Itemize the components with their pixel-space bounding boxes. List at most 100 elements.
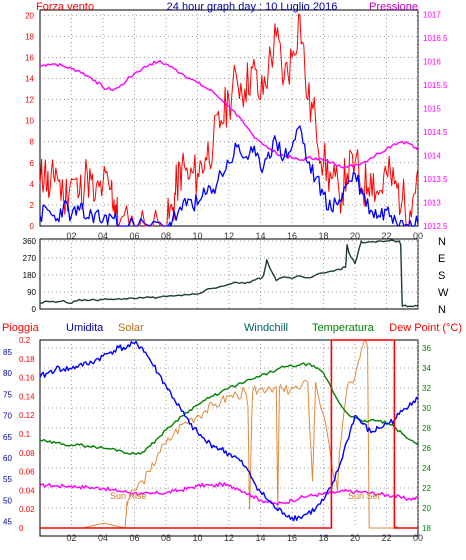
- y-tick-label: 1015: [423, 105, 441, 114]
- y-tick-label: 0: [19, 524, 24, 533]
- x-tick-label: 06: [129, 533, 139, 543]
- y-tick-label: 1013: [423, 199, 441, 208]
- dewpoint-label: Dew Point (°C): [389, 322, 462, 334]
- pioggia-label: Pioggia: [2, 322, 40, 334]
- y-tick-label: 36: [422, 344, 431, 353]
- compass-letter: N: [438, 236, 446, 248]
- y-tick-label: 0: [30, 222, 35, 231]
- y-tick-label: 4: [30, 180, 35, 189]
- y-tick-label: 12: [25, 96, 34, 105]
- direction-ticks: 0 90 180 270 360: [23, 237, 37, 314]
- y-tick-label: 0.12: [19, 411, 35, 420]
- y-tick-label: 6: [30, 159, 35, 168]
- x-tick-label: 14: [255, 533, 265, 543]
- sunset-label: Sun Set: [348, 491, 381, 501]
- x-tick-label: 00: [413, 533, 423, 543]
- dewpoint-line: [39, 481, 419, 506]
- x-tick-label: 08: [161, 231, 171, 241]
- y-tick-label: 90: [27, 288, 36, 297]
- y-tick-label: 1016.5: [423, 34, 448, 43]
- climate-ticks: 45 50 55 60 65 70 75 80 85 0 0.02 0.04 0.06 0.08 0.1 0.…: [3, 336, 431, 543]
- y-tick-label: 65: [3, 433, 12, 442]
- sunrise-label: Sun Rise: [110, 491, 147, 501]
- y-tick-label: 180: [23, 271, 37, 280]
- y-tick-label: 0.14: [19, 392, 35, 401]
- y-tick-label: 14: [25, 74, 34, 83]
- y-tick-label: 0.18: [19, 355, 35, 364]
- y-tick-label: 0.2: [19, 336, 31, 345]
- x-tick-label: 12: [224, 533, 234, 543]
- y-tick-label: 80: [3, 369, 12, 378]
- y-tick-label: 16: [25, 53, 34, 62]
- y-tick-label: 50: [3, 496, 12, 505]
- y-tick-label: 45: [3, 518, 12, 527]
- y-tick-label: 0.06: [19, 468, 35, 477]
- x-tick-label: 10: [192, 231, 202, 241]
- direction-series: [39, 239, 419, 308]
- y-tick-label: 75: [3, 390, 12, 399]
- climate-panel: [39, 339, 419, 537]
- y-tick-label: 20: [25, 11, 34, 20]
- y-tick-label: 1016: [423, 58, 441, 67]
- y-tick-label: 8: [30, 138, 35, 147]
- y-tick-label: 1015.5: [423, 81, 448, 90]
- x-tick-label: 16: [287, 533, 297, 543]
- solar-line: [40, 339, 418, 529]
- wind-series: [39, 13, 419, 227]
- pressure-line: [39, 60, 419, 169]
- temperatura-label: Temperatura: [312, 322, 375, 334]
- x-tick-label: 18: [318, 533, 328, 543]
- y-tick-label: 270: [23, 254, 37, 263]
- pressure-label: Pressione: [369, 1, 418, 13]
- x-tick-label: 10: [192, 533, 202, 543]
- x-tick-label: 22: [381, 231, 391, 241]
- y-tick-label: 1012.5: [423, 222, 448, 231]
- y-tick-label: 0.02: [19, 505, 35, 514]
- y-tick-label: 10: [25, 117, 34, 126]
- x-tick-label: 04: [98, 231, 108, 241]
- wind-speed-line: [39, 13, 419, 227]
- x-tick-label: 06: [129, 231, 139, 241]
- x-tick-label: 12: [224, 231, 234, 241]
- wind-label: Forza vento: [36, 1, 94, 13]
- graph-title: 24 hour graph day : 10 Luglio 2016: [167, 1, 338, 13]
- x-tick-label: 22: [381, 533, 391, 543]
- humidity-line: [39, 340, 419, 522]
- y-tick-label: 1017: [423, 11, 441, 20]
- y-tick-label: 2: [30, 201, 35, 210]
- climate-series: [39, 339, 419, 529]
- y-tick-label: 0.1: [19, 430, 31, 439]
- y-tick-label: 55: [3, 475, 12, 484]
- x-tick-label: 00: [413, 231, 423, 241]
- climate-grid: [40, 340, 419, 528]
- y-tick-label: 1014: [423, 152, 441, 161]
- y-tick-label: 60: [3, 454, 12, 463]
- y-tick-label: 28: [422, 424, 431, 433]
- compass-letter: W: [438, 287, 449, 299]
- wind-grid: [40, 10, 419, 226]
- solar-label: Solar: [118, 322, 144, 334]
- x-tick-label: 20: [350, 231, 360, 241]
- y-tick-label: 70: [3, 412, 12, 421]
- y-tick-label: 0.04: [19, 486, 35, 495]
- y-tick-label: 360: [23, 237, 37, 246]
- compass-letter: S: [438, 270, 445, 282]
- x-tick-label: 14: [255, 231, 265, 241]
- compass-letter: N: [438, 304, 446, 316]
- y-tick-label: 18: [25, 32, 34, 41]
- y-tick-label: 1014.5: [423, 128, 448, 137]
- y-tick-label: 0: [32, 305, 37, 314]
- y-tick-label: 0.16: [19, 374, 35, 383]
- y-tick-label: 26: [422, 444, 431, 453]
- windchill-label: Windchill: [244, 322, 288, 334]
- x-tick-label: 04: [98, 533, 108, 543]
- wind-ticks: 024681012141618201012.510131013.51014101…: [25, 11, 448, 241]
- wind-direction-line: [39, 239, 419, 308]
- y-tick-label: 32: [422, 384, 431, 393]
- y-tick-label: 0.08: [19, 449, 35, 458]
- x-tick-label: 20: [350, 533, 360, 543]
- x-tick-label: 08: [161, 533, 171, 543]
